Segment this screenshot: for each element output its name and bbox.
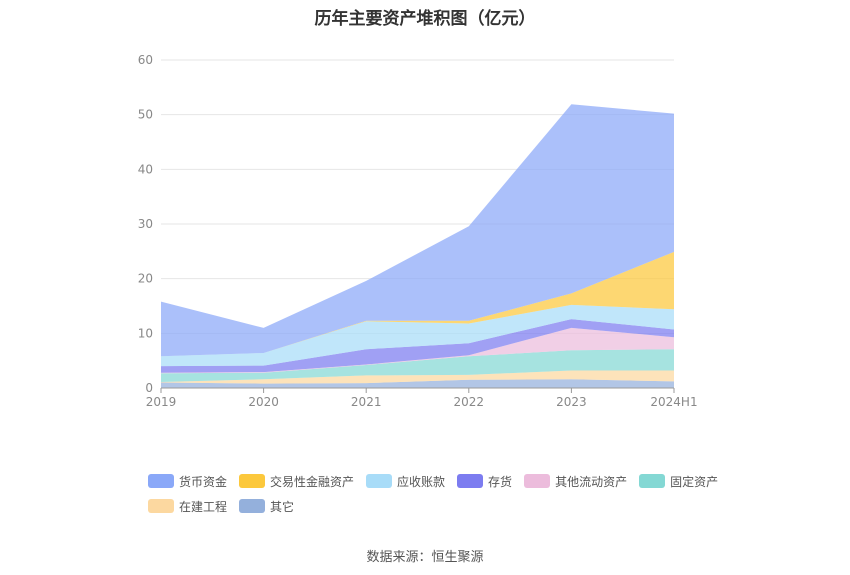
legend-item[interactable]: 在建工程	[148, 499, 228, 514]
y-tick-label: 0	[145, 381, 153, 395]
area-series[interactable]	[161, 104, 674, 357]
data-source-note: 数据来源：恒生聚源	[366, 550, 484, 565]
x-tick-label: 2020	[248, 395, 279, 409]
legend-label: 货币资金	[179, 474, 228, 489]
legend-swatch	[148, 499, 174, 513]
y-tick-label: 50	[138, 108, 153, 122]
area-series[interactable]	[161, 349, 674, 382]
legend-label: 交易性金融资产	[270, 474, 355, 489]
y-tick-label: 20	[138, 272, 153, 286]
x-tick-label: 2019	[146, 395, 177, 409]
legend-swatch	[366, 474, 393, 488]
legend-swatch	[148, 474, 174, 488]
legend-item[interactable]: 存货	[457, 474, 513, 489]
area-series[interactable]	[161, 304, 674, 367]
legend-item[interactable]: 交易性金融资产	[239, 474, 355, 489]
legend-item[interactable]: 应收账款	[366, 474, 446, 489]
legend-swatch	[239, 499, 266, 513]
legend-label: 其它	[270, 499, 295, 514]
legend-item[interactable]: 货币资金	[148, 474, 228, 489]
area-series[interactable]	[161, 379, 674, 388]
area-series[interactable]	[161, 319, 674, 373]
x-tick-label: 2021	[351, 395, 382, 409]
axes: 0 10 20 30 40 50 60 2019 2020 2021 2022 2023 2024H1	[138, 53, 698, 409]
x-tick-label: 2022	[454, 395, 485, 409]
legend-label: 其他流动资产	[555, 474, 628, 489]
legend-label: 应收账款	[397, 474, 446, 489]
area-series-group	[161, 104, 674, 388]
y-tick-label: 30	[138, 217, 153, 231]
area-series[interactable]	[161, 327, 674, 374]
legend-item[interactable]: 其他流动资产	[524, 474, 628, 489]
legend-label: 固定资产	[670, 474, 719, 489]
y-tick-label: 40	[138, 162, 153, 176]
x-tick-label: 2023	[556, 395, 587, 409]
legend-swatch	[639, 474, 666, 488]
legend-swatch	[239, 474, 266, 488]
legend: 货币资金 交易性金融资产 应收账款 存货 其他流动资产 固定资产在建工程 其它	[148, 474, 748, 514]
area-series[interactable]	[161, 370, 674, 384]
y-tick-label: 10	[138, 326, 153, 340]
legend-swatch	[457, 474, 484, 488]
y-tick-label: 60	[138, 53, 153, 67]
legend-swatch	[524, 474, 551, 488]
legend-label: 在建工程	[179, 499, 228, 514]
legend-item[interactable]: 其它	[239, 499, 295, 514]
area-series[interactable]	[161, 251, 674, 357]
legend-label: 存货	[488, 474, 513, 489]
x-tick-label: 2024H1	[650, 395, 697, 409]
chart-title: 历年主要资产堆积图（亿元）	[314, 9, 536, 29]
legend-item[interactable]: 固定资产	[639, 474, 719, 489]
